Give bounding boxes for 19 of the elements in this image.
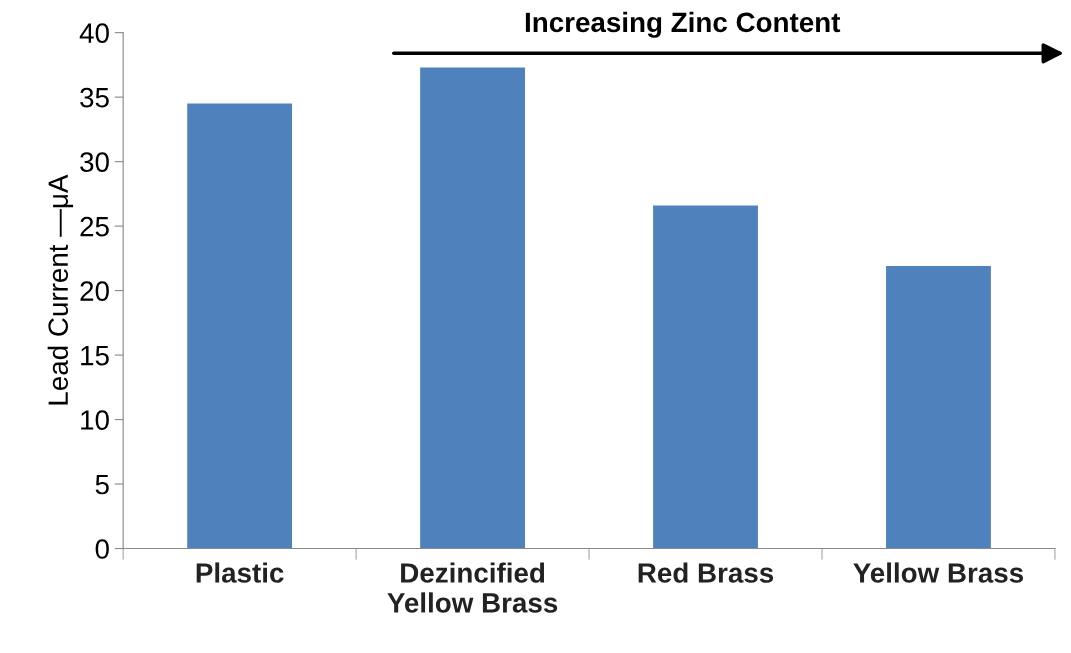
x-tick-label: Plastic [196, 562, 284, 583]
y-tick-label: 30 [80, 152, 109, 172]
x-tick-label: Dezincified Yellow Brass [387, 562, 558, 613]
x-tick-label: Yellow Brass [853, 562, 1024, 583]
bar [420, 67, 525, 549]
bar [187, 103, 293, 549]
y-tick-label: 40 [79, 23, 109, 43]
y-tick-label: 20 [80, 281, 109, 301]
bar [886, 266, 991, 549]
y-axis-title: Lead Current —μA [47, 174, 74, 405]
bar [653, 205, 758, 549]
annotation: Increasing Zinc Content [525, 11, 841, 38]
y-tick-label: 15 [81, 346, 109, 366]
x-tick-label: Red Brass [638, 562, 774, 583]
y-tick-label: 10 [81, 410, 109, 430]
y-tick-label: 25 [80, 216, 109, 237]
y-tick-label: 35 [80, 87, 109, 108]
y-tick-label: 5 [95, 474, 109, 495]
y-tick-label: 0 [95, 539, 109, 559]
